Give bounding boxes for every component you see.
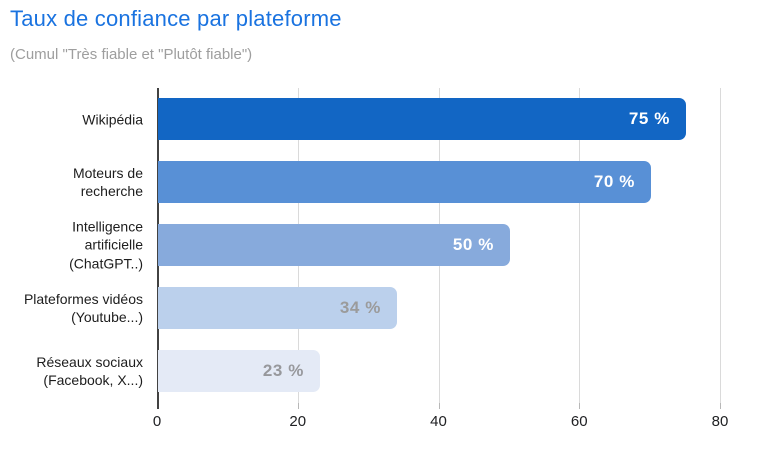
category-label: Intelligence artificielle (ChatGPT..): [69, 218, 143, 272]
gridline: [579, 88, 581, 403]
bar: 70 %: [158, 161, 651, 203]
bar-value-label: 34 %: [339, 298, 381, 317]
bar-value-label: 50 %: [452, 235, 494, 254]
category-label: Wikipédia: [82, 111, 143, 128]
bar-row: 34 %: [158, 277, 721, 340]
bar: 50 %: [158, 224, 510, 266]
bar-chart-plot: 0 20 40 60 80 75 % 70 % 50 % 34 % 23 %: [153, 88, 728, 430]
bar-row: 75 %: [158, 88, 721, 151]
x-tick: [438, 403, 440, 409]
bar-value-label: 70 %: [593, 172, 635, 191]
chart-title: Taux de confiance par plateforme: [10, 6, 342, 31]
bar: 75 %: [158, 98, 686, 140]
x-tick: [579, 403, 581, 409]
bar: 34 %: [158, 287, 397, 329]
bar: 23 %: [158, 350, 320, 392]
x-tick-label: 80: [711, 413, 729, 430]
bar-row: 70 %: [158, 151, 721, 214]
x-tick: [720, 403, 721, 409]
category-label: Réseaux sociaux (Facebook, X...): [36, 353, 143, 389]
x-tick-label: 0: [152, 413, 162, 430]
gridline: [720, 88, 721, 403]
category-label: Moteurs de recherche: [72, 164, 143, 200]
chart-subtitle: (Cumul "Très fiable et "Plutôt fiable"): [10, 46, 253, 63]
x-tick-label: 60: [570, 413, 588, 430]
bar-value-label: 23 %: [262, 361, 304, 380]
bar-row: 23 %: [158, 340, 721, 403]
x-tick: [297, 403, 299, 409]
category-label-column: Wikipédia Moteurs de recherche Intelligenc…: [0, 88, 150, 403]
bar-value-label: 75 %: [628, 109, 670, 128]
x-tick-label: 20: [289, 413, 307, 430]
category-label: Plateformes vidéos (Youtube...): [23, 290, 143, 326]
bar-row: 50 %: [158, 214, 721, 277]
x-tick-label: 40: [430, 413, 447, 430]
